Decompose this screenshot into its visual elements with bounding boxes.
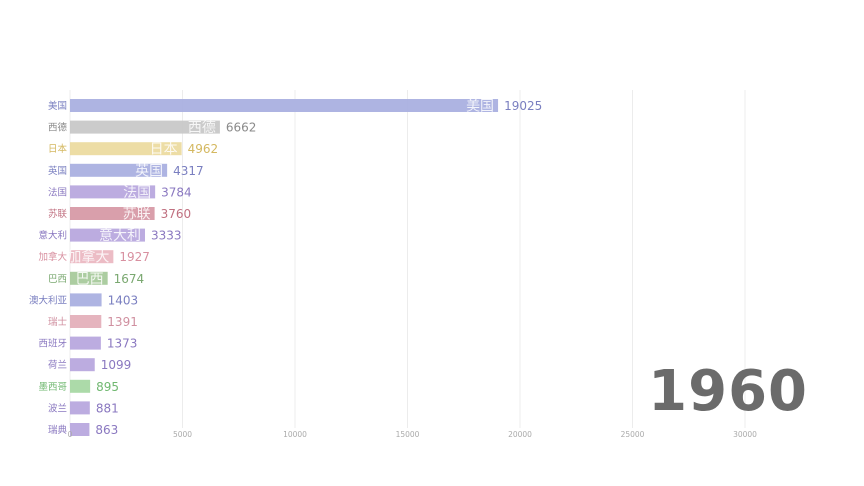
value-label: 881	[96, 401, 119, 415]
value-label: 1099	[101, 358, 132, 372]
bar-name-label: 法国	[123, 185, 151, 201]
bar	[70, 271, 108, 285]
bar	[70, 228, 145, 242]
bar	[70, 142, 182, 156]
value-label: 19025	[504, 99, 542, 113]
bar-name-label: 日本	[150, 142, 178, 158]
x-tick-label: 25000	[621, 430, 645, 439]
x-tick-label: 5000	[173, 430, 192, 439]
value-label: 4962	[188, 142, 219, 156]
category-label: 荷兰	[48, 359, 67, 371]
value-label: 3760	[161, 207, 192, 221]
value-label: 3333	[151, 229, 182, 243]
category-label: 加拿大	[38, 251, 67, 263]
category-label: 英国	[48, 165, 67, 177]
category-label: 墨西哥	[38, 382, 67, 393]
category-label: 瑞典	[48, 424, 68, 436]
bar-name-label: 意大利	[99, 227, 141, 244]
bar	[70, 207, 155, 220]
value-label: 4317	[173, 164, 204, 178]
category-label: 法国	[48, 186, 67, 198]
bar	[70, 423, 90, 436]
bar-name-label: 苏联	[123, 207, 151, 223]
bar-name-label: 加拿大	[67, 249, 109, 266]
bar-name-label: 巴西	[76, 271, 104, 287]
value-label: 1373	[107, 337, 138, 351]
category-label: 巴西	[48, 274, 67, 285]
bar	[70, 185, 156, 199]
category-label: 意大利	[38, 230, 67, 242]
bar-name-label: 西德	[188, 120, 216, 136]
bar	[70, 120, 220, 134]
bar-name-label: 美国	[466, 99, 494, 115]
x-tick-label: 20000	[508, 430, 532, 439]
bar	[70, 379, 91, 393]
category-label: 瑞士	[48, 316, 68, 328]
value-label: 1674	[114, 272, 145, 286]
bar	[70, 99, 499, 112]
category-label: 苏联	[48, 208, 68, 220]
bar	[70, 336, 101, 350]
category-label: 西班牙	[38, 338, 67, 350]
value-label: 3784	[161, 185, 192, 199]
category-label: 日本	[48, 143, 68, 155]
bar-name-label: 英国	[135, 162, 163, 179]
value-label: 863	[95, 423, 118, 437]
bar	[70, 358, 95, 372]
x-tick-label: 10000	[283, 430, 307, 439]
bar	[70, 401, 90, 415]
x-tick-label: 30000	[733, 430, 757, 439]
category-label: 美国	[48, 100, 67, 112]
x-tick-label: 0	[68, 430, 73, 439]
category-label: 西德	[48, 122, 68, 134]
value-label: 1927	[119, 250, 150, 264]
value-label: 6662	[226, 121, 257, 135]
value-label: 1403	[108, 293, 139, 307]
bar	[70, 315, 102, 328]
bar	[70, 293, 102, 307]
value-label: 1391	[107, 315, 138, 329]
category-label: 澳大利亚	[29, 294, 68, 306]
category-label: 波兰	[48, 402, 67, 414]
x-tick-label: 15000	[396, 430, 420, 439]
bar	[70, 163, 168, 177]
value-label: 895	[96, 380, 119, 394]
year-label: 1960	[648, 359, 808, 424]
bar	[70, 250, 114, 264]
